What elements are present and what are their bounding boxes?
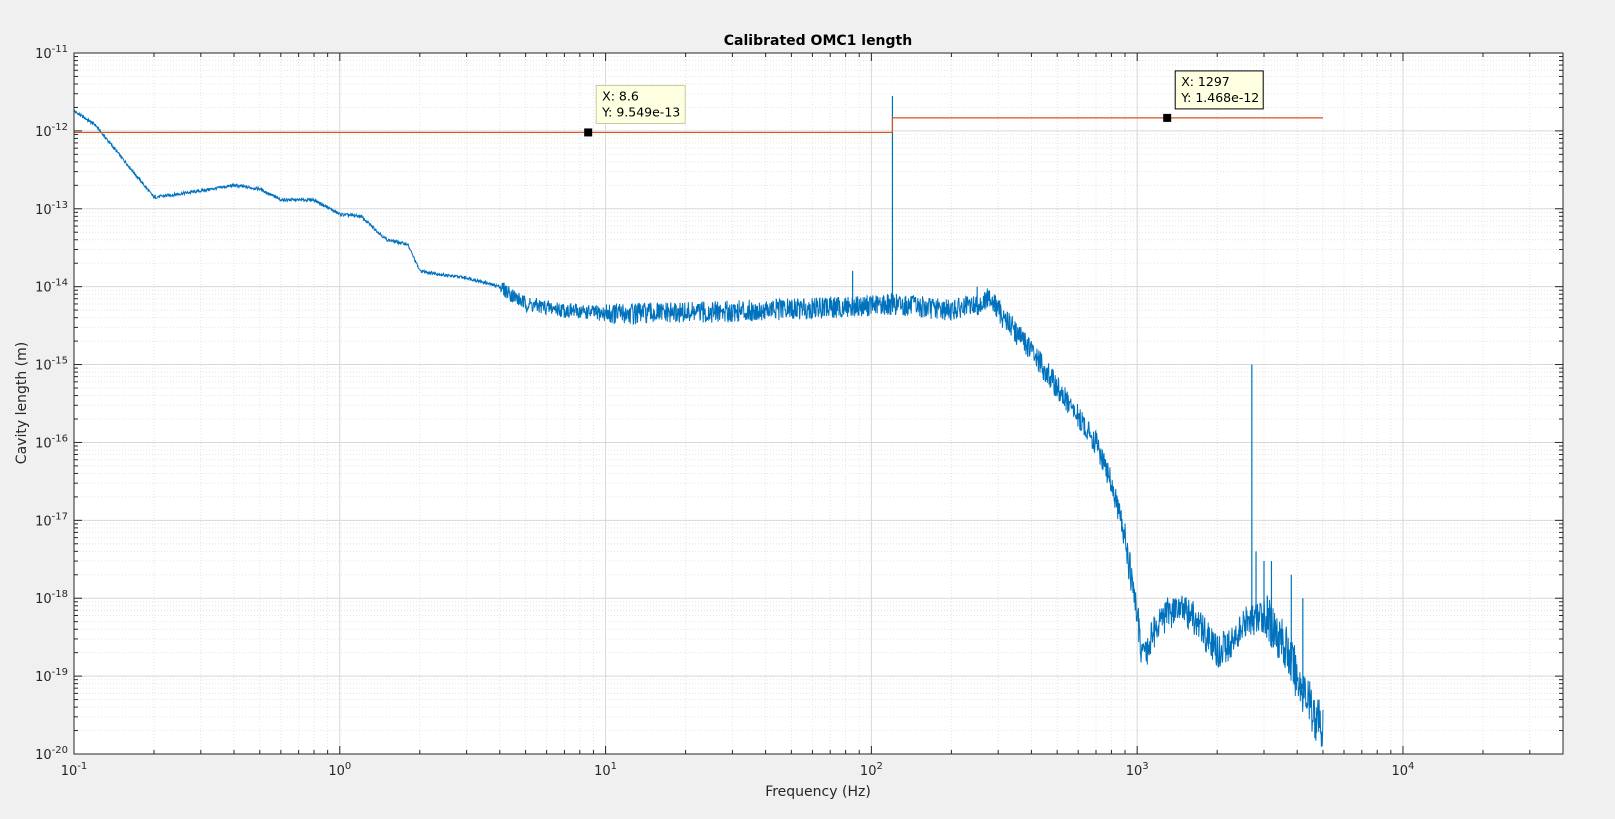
datatip-marker[interactable] (584, 128, 593, 137)
x-axis-label: Frequency (Hz) (765, 784, 871, 800)
x-tick-exponent: -1 (77, 761, 87, 772)
y-tick-exponent: -14 (52, 278, 68, 289)
x-tick-exponent: 4 (1408, 761, 1414, 772)
y-tick-exponent: -16 (52, 433, 68, 444)
x-tick-base: 10 (328, 764, 345, 779)
x-tick-base: 10 (1392, 764, 1409, 779)
x-tick-label: 101 (594, 761, 617, 779)
y-tick-label: 10-15 (35, 356, 68, 374)
y-tick-labels: 10-2010-1910-1810-1710-1610-1510-1410-13… (35, 44, 68, 763)
y-tick-base: 10 (35, 436, 52, 451)
y-tick-base: 10 (35, 670, 52, 685)
x-tick-label: 102 (860, 761, 883, 779)
y-tick-exponent: -19 (52, 667, 68, 678)
series-layer (73, 96, 1324, 747)
datatip-marker[interactable] (1163, 113, 1172, 122)
y-tick-label: 10-18 (35, 589, 68, 607)
chart-title: Calibrated OMC1 length (724, 33, 912, 49)
x-tick-base: 10 (61, 764, 78, 779)
y-tick-base: 10 (35, 592, 52, 607)
x-tick-base: 10 (860, 764, 877, 779)
y-tick-exponent: -20 (52, 745, 68, 756)
y-tick-label: 10-16 (35, 433, 68, 451)
x-tick-label: 103 (1126, 761, 1149, 779)
axes-background (74, 53, 1563, 754)
datatip-y-label: Y: 1.468e-12 (1180, 90, 1259, 105)
y-tick-label: 10-14 (35, 278, 68, 296)
datatip-y-label: Y: 9.549e-13 (601, 104, 680, 119)
y-tick-base: 10 (35, 125, 52, 140)
axes-box (73, 52, 1564, 755)
x-tick-exponent: 1 (611, 761, 617, 772)
y-tick-label: 10-19 (35, 667, 68, 685)
x-tick-exponent: 3 (1142, 761, 1148, 772)
x-tick-labels: 10-1 100 101 102 103 104 (61, 761, 1415, 779)
x-tick-exponent: 2 (876, 761, 882, 772)
ticks-layer (73, 52, 1564, 755)
y-tick-label: 10-17 (35, 511, 68, 529)
y-tick-base: 10 (35, 281, 52, 296)
datatip-box[interactable] (1174, 70, 1264, 110)
x-tick-label: 104 (1392, 761, 1415, 779)
x-tick-label: 10-1 (61, 761, 88, 779)
x-tick-base: 10 (594, 764, 611, 779)
y-tick-exponent: -13 (52, 200, 68, 211)
y-tick-base: 10 (35, 47, 52, 62)
y-tick-base: 10 (35, 748, 52, 763)
y-tick-base: 10 (35, 359, 52, 374)
y-tick-label: 10-13 (35, 200, 68, 218)
y-tick-exponent: -12 (52, 122, 68, 133)
y-tick-label: 10-20 (35, 745, 68, 763)
y-tick-label: 10-11 (35, 44, 68, 62)
y-tick-exponent: -17 (52, 511, 68, 522)
y-tick-base: 10 (35, 514, 52, 529)
y-tick-label: 10-12 (35, 122, 68, 140)
spectrum-line (73, 109, 1324, 747)
y-tick-exponent: -18 (52, 589, 68, 600)
x-tick-label: 100 (328, 761, 351, 779)
x-tick-exponent: 0 (345, 761, 351, 772)
minor-grid (74, 53, 1564, 754)
datatip-x-label: X: 8.6 (602, 88, 639, 103)
y-tick-exponent: -11 (52, 44, 68, 55)
y-tick-base: 10 (35, 203, 52, 218)
datatip-x-label: X: 1297 (1181, 74, 1230, 89)
y-tick-exponent: -15 (52, 356, 68, 367)
y-axis-label: Cavity length (m) (14, 342, 30, 464)
datatip-box[interactable] (595, 84, 686, 124)
x-tick-base: 10 (1126, 764, 1143, 779)
